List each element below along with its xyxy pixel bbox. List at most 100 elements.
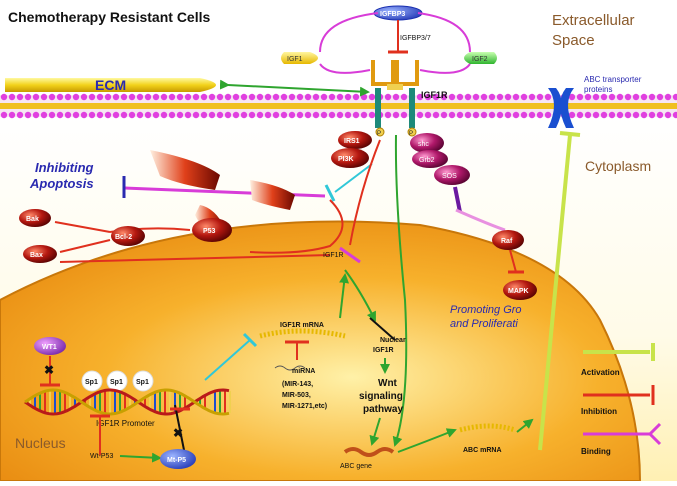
lipid-head [0,93,8,101]
lipid-head [616,111,624,119]
lipid-head [80,111,88,119]
abc-transporter [548,88,574,128]
bax-label: Bax [30,252,43,259]
lipid-head [368,93,376,101]
lipid-head [264,111,272,119]
lipid-head [24,93,32,101]
igf1r-inner-label: IGF1R [323,252,344,259]
lipid-head [192,93,200,101]
lipid-head [480,111,488,119]
abc-transporter-line1: ABC transporter [584,75,642,84]
lipid-head [352,93,360,101]
mrna-igf1r-arrow [339,273,350,319]
lipid-head [232,111,240,119]
promoter-label: IGF1R Promoter [96,419,155,428]
lipid-head [232,93,240,101]
legend: Activation Inhibition Binding [581,343,662,456]
lipid-head [632,111,640,119]
bax-node [23,245,57,263]
lipid-head [16,93,24,101]
lipid-head [584,93,592,101]
lipid-head [456,93,464,101]
lipid-head [440,111,448,119]
lipid-head [312,111,320,119]
legend-binding-fork [647,422,662,446]
lipid-head [136,93,144,101]
lipid-head [80,93,88,101]
lipid-head [664,93,672,101]
lipid-head [96,111,104,119]
lipid-head [360,111,368,119]
lipid-head [176,111,184,119]
p53-loop [249,199,344,254]
extracellular-line1: Extracellular [552,12,635,29]
lipid-head [576,93,584,101]
figure-title: Chemotherapy Resistant Cells [8,9,210,25]
sp1-label-2: Sp1 [110,379,123,386]
lipid-head [32,111,40,119]
lipid-head [456,111,464,119]
p53-label: P53 [203,228,216,235]
lipid-head [392,111,400,119]
lipid-head [296,111,304,119]
lipid-head [200,111,208,119]
mirna-list-1: (MIR-143, [282,381,313,388]
lipid-head [424,111,432,119]
wt1-cross: ✖ [44,363,54,377]
igf1r-receptor [371,60,419,128]
igf2-ligand [464,52,497,64]
raf-mapk-line [509,249,517,273]
lipid-head [208,111,216,119]
lipid-head [640,93,648,101]
lipid-head [544,111,552,119]
abc-gene-label: ABC gene [340,463,372,470]
cytoplasm-label: Cytoplasm [585,158,651,174]
lipid-head [88,111,96,119]
bcl2-label: Bcl-2 [115,234,132,241]
lipid-head [0,111,8,119]
lipid-head [592,111,600,119]
igf1r-membrane-label: IGF1R [421,90,448,100]
lipid-head [320,93,328,101]
abc-mrna-label: ABC mRNA [463,447,502,454]
igf1r-mrna-label: IGF1R mRNA [280,322,324,329]
lipid-head [464,93,472,101]
lipid-head [320,111,328,119]
lipid-head [576,111,584,119]
lipid-head [304,111,312,119]
sp1-label-1: Sp1 [85,379,98,386]
wtp53-mtp53-arrow [119,452,162,463]
igf1r-internal-path [349,139,381,246]
p53-node [192,218,232,242]
lipid-head [184,111,192,119]
inhibiting-apoptosis-line2: Apoptosis [29,176,94,191]
lipid-head [272,93,280,101]
lipid-head [336,111,344,119]
lipid-head [632,93,640,101]
legend-binding-label: Binding [581,447,611,456]
lipid-head [208,93,216,101]
igfbp-igf2-binding [417,12,471,53]
lipid-head [48,93,56,101]
lipid-head [152,93,160,101]
lipid-head [536,111,544,119]
wt1-label: WT1 [42,344,57,351]
lipid-head [544,93,552,101]
mirna-title: miRNA [292,368,315,375]
lipid-head [360,93,368,101]
lipid-head [248,111,256,119]
lipid-head [488,93,496,101]
lipid-head [624,111,632,119]
lipid-head [120,93,128,101]
lipid-head [112,93,120,101]
extracellular-label: Extracellular Space [552,12,639,49]
raf-node [492,230,524,250]
mt-p53-node [160,449,196,469]
lipid-head [656,111,664,119]
lipid-head [440,93,448,101]
promoter-mrna-arrow [204,339,251,381]
lipid-head [256,93,264,101]
wnt-abc-arrow [369,417,381,446]
pi3k-label: PI3K [338,156,354,163]
lipid-head [608,93,616,101]
